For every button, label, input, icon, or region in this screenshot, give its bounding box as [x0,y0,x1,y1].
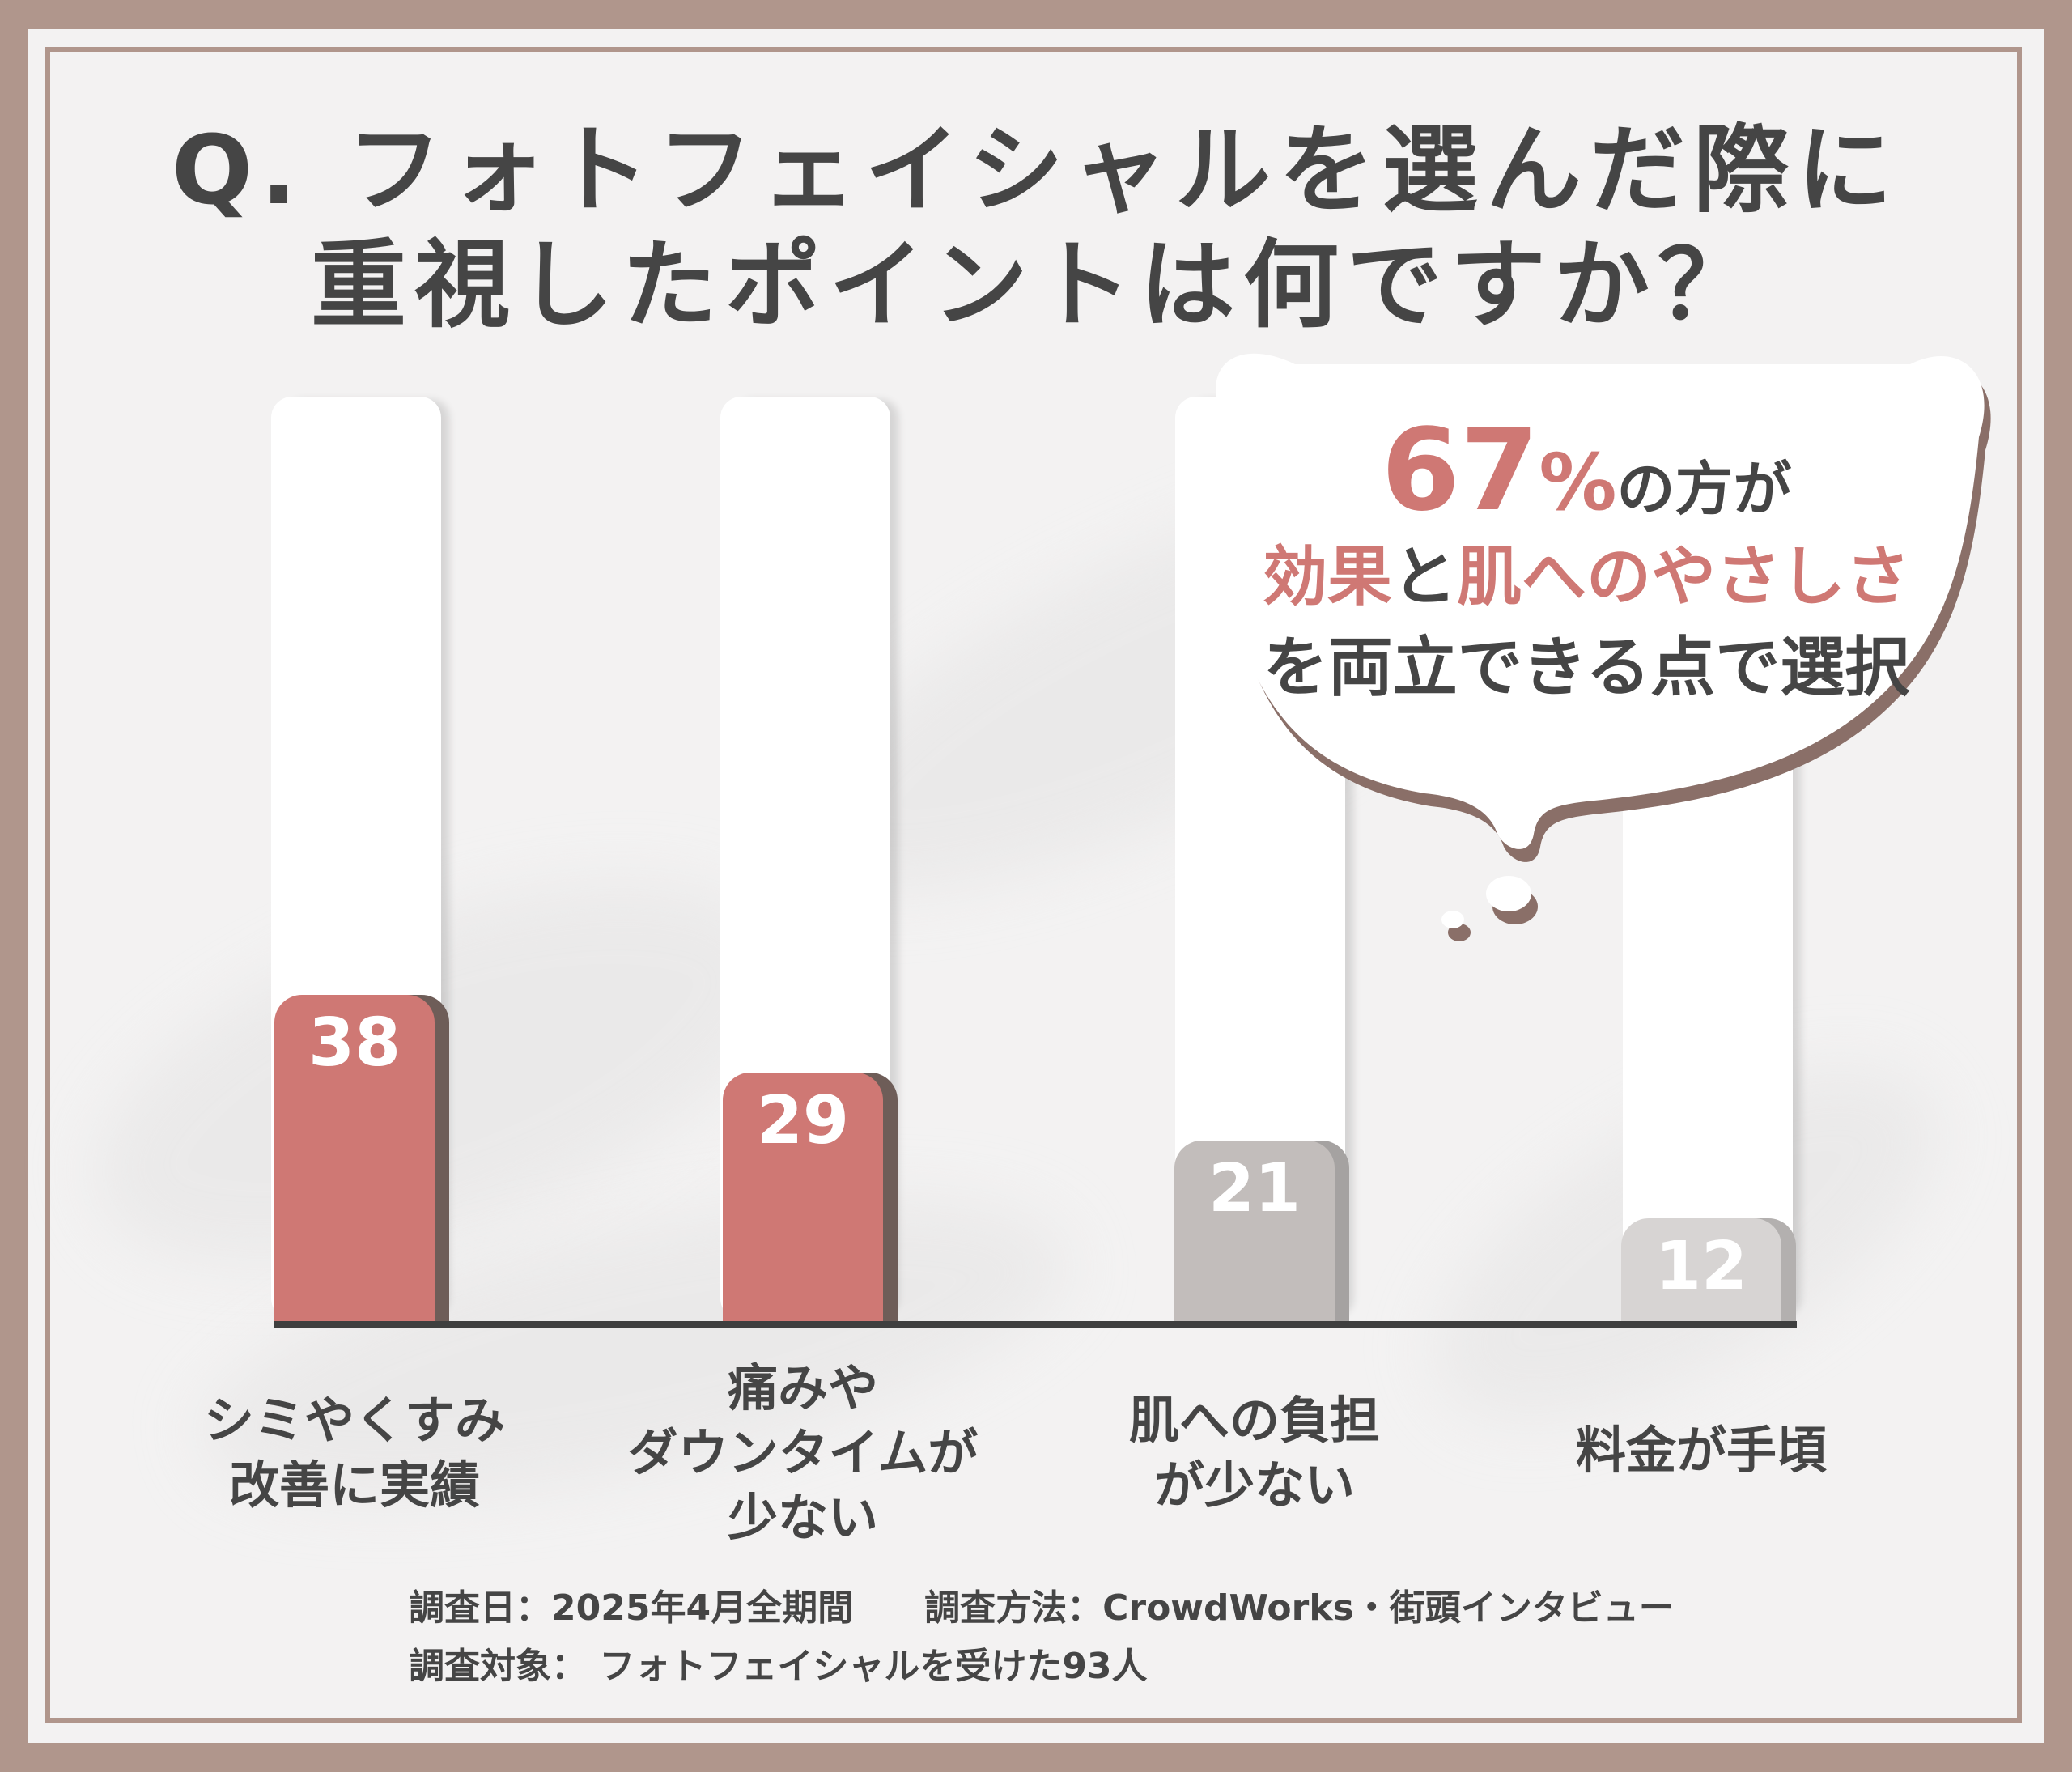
category-label: 痛みや ダウンタイムが 少ない [627,1358,979,1547]
callout-highlight-gentleness: 肌へのやさしさ [1457,539,1910,614]
x-axis-baseline [274,1321,1797,1328]
question-title-line-2: 重視したポイントは何ですか？ [310,229,1761,341]
bar-value-label: 38 [308,1005,401,1081]
callout-percent-number: 67 [1381,405,1539,537]
survey-info-line-2: 調査対象： フォトフェイシャルを受けた93人 [409,1646,1148,1687]
survey-info-line-1: 調査日：2025年4月全期間 調査方法：CrowdWorks・街頭インタビュー [409,1587,1675,1629]
bar-4 [1621,1218,1781,1321]
category-label: 料金が手頃 [1575,1421,1827,1480]
callout-connector: と [1392,539,1457,614]
category-label: 肌への負担 が少ない [1128,1391,1380,1515]
inner-frame [45,47,2022,1723]
bar-value-label: 21 [1208,1150,1301,1227]
bar-3 [1174,1141,1335,1321]
bar-1 [274,995,435,1321]
question-title-line-1: Q. フォトフェイシャルを選んだ際に [171,114,1901,226]
bar-value-label: 29 [756,1082,850,1159]
callout-line-2: 効果と肌へのやさしさ [1198,525,1975,618]
callout-line-3: を両立できる点で選択 [1263,630,1910,705]
callout-percent-sign: % [1539,437,1617,528]
category-label: シミやくすみ 改善に実績 [203,1391,505,1515]
callout-line-1-rest: の方が [1616,455,1792,523]
callout-highlight-effect: 効果 [1263,539,1392,614]
bar-value-label: 12 [1654,1228,1748,1305]
bar-2 [723,1073,883,1321]
callout-line-1: 67%の方が [1198,405,1975,537]
